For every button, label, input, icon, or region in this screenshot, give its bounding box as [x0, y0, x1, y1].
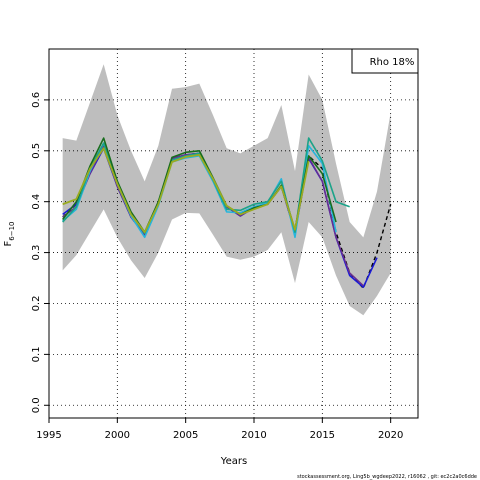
- x-tick-label: 1995: [36, 430, 61, 441]
- x-tick-label: 2000: [105, 430, 130, 441]
- confidence-band: [62, 64, 391, 316]
- y-tick-label: 0.2: [31, 296, 42, 312]
- svg-text:F6−10: F6−10: [3, 222, 16, 247]
- y-axis: 0.0 0.1 0.2 0.3 0.4 0.5 0.6: [31, 92, 49, 413]
- y-axis-title: F6−10: [3, 222, 16, 247]
- series-layer: [62, 137, 392, 289]
- grid-layer: [49, 49, 418, 418]
- legend-box: Rho 18%: [351, 48, 419, 74]
- x-axis: 1995 2000 2005 2010 2015 2020: [36, 418, 403, 441]
- rho-annotation: Rho 18%: [370, 57, 415, 68]
- series-line-7: [62, 147, 310, 234]
- x-tick-label: 2005: [173, 430, 198, 441]
- y-axis-title-subscript: 6−10: [8, 222, 16, 241]
- footer-credit: stockassessment.org, Ling5b_wgdeep2022, …: [297, 474, 477, 480]
- y-tick-label: 0.4: [31, 194, 42, 210]
- x-axis-title: Years: [220, 456, 247, 467]
- y-tick-label: 0.6: [31, 92, 42, 108]
- y-tick-label: 0.5: [31, 143, 42, 159]
- y-tick-label: 0.3: [31, 245, 42, 261]
- plot-frame: [48, 48, 419, 419]
- x-tick-label: 2010: [241, 430, 266, 441]
- x-tick-label: 2020: [378, 430, 403, 441]
- y-tick-label: 0.1: [31, 346, 42, 362]
- y-axis-title-main: F: [3, 241, 14, 247]
- confidence-band-layer: [62, 64, 391, 316]
- y-tick-label: 0.0: [31, 397, 42, 413]
- x-tick-label: 2015: [310, 430, 335, 441]
